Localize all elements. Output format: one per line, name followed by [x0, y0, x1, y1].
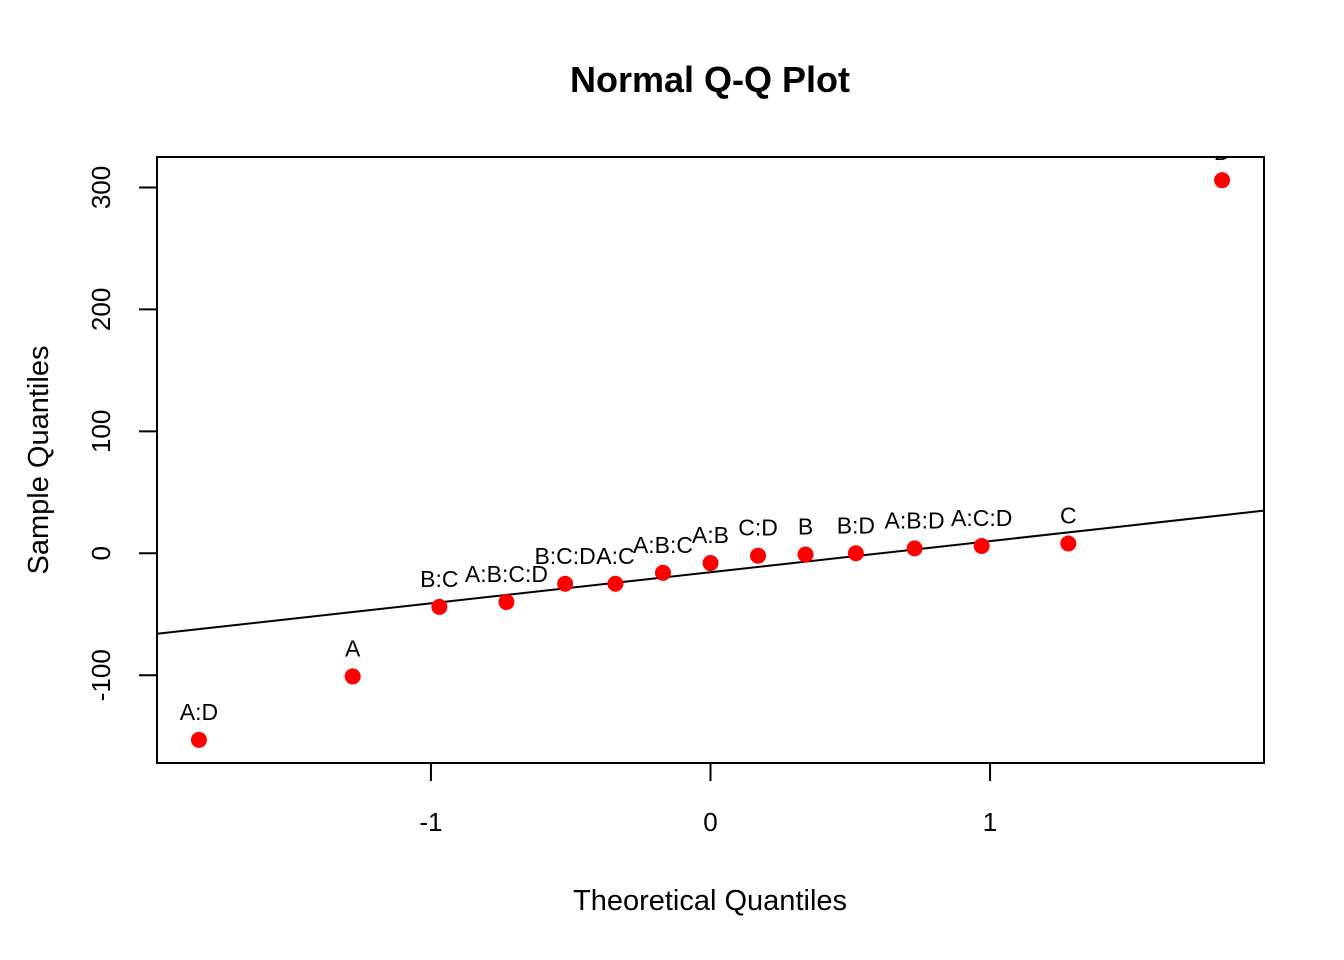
point-label: A:D	[180, 699, 218, 725]
point-label: C	[1060, 503, 1077, 529]
point-label: A:B:C	[633, 532, 693, 558]
y-tick-label: -100	[86, 649, 116, 701]
data-point	[557, 575, 574, 592]
y-tick-label: 0	[86, 546, 116, 560]
y-tick-label: 200	[86, 288, 116, 331]
data-point	[190, 731, 207, 748]
plot-marks: A:D A B:C A:B:C:DB:C:D A:CA:B:CA:B C:D B B:D A:B…	[157, 139, 1264, 748]
y-tick-label: 300	[86, 166, 116, 209]
point-label: A:B:C:D	[465, 561, 548, 587]
point-label: A:B:D	[885, 507, 945, 533]
data-point	[431, 598, 448, 615]
point-label: A:C	[596, 543, 634, 569]
y-axis: -100 0 100 200 300	[86, 166, 158, 701]
data-point	[1214, 172, 1231, 189]
point-label: B	[798, 513, 813, 539]
data-point	[1060, 535, 1077, 552]
point-label: B:C:D	[534, 543, 595, 569]
point-label: B:D	[837, 512, 875, 538]
data-point	[702, 555, 719, 572]
data-point	[797, 546, 814, 563]
data-point	[607, 575, 624, 592]
x-axis-label: Theoretical Quantiles	[573, 885, 847, 917]
data-point	[750, 547, 767, 564]
data-point	[654, 564, 671, 581]
x-axis: -1 0 1	[419, 762, 997, 837]
point-label: A:B	[692, 522, 729, 548]
point-label: B:C	[420, 566, 458, 592]
x-tick-label: 1	[983, 807, 997, 837]
data-point	[973, 537, 990, 554]
point-label: D	[1214, 139, 1231, 165]
data-point	[344, 668, 361, 685]
y-tick-label: 100	[86, 410, 116, 453]
plot-frame	[156, 156, 1265, 764]
data-point	[498, 594, 515, 611]
y-axis-label: Sample Quantiles	[23, 346, 55, 575]
reference-line	[157, 509, 1264, 635]
chart-title: Normal Q-Q Plot	[570, 59, 850, 100]
plot-area: A:D A B:C A:B:C:DB:C:D A:CA:B:CA:B C:D B B:D A:B…	[157, 139, 1264, 725]
point-label: C:D	[738, 515, 778, 541]
data-point	[847, 545, 864, 562]
point-label: A	[345, 635, 361, 661]
data-point	[906, 540, 923, 557]
x-tick-label: -1	[419, 807, 442, 837]
x-tick-label: 0	[703, 807, 717, 837]
point-label: A:C:D	[951, 505, 1012, 531]
